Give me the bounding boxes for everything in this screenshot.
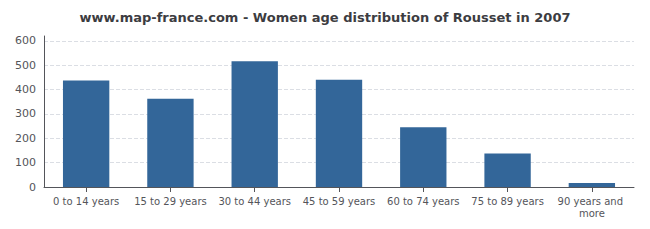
svg-text:0: 0	[29, 181, 36, 194]
svg-text:30 to 44 years: 30 to 44 years	[218, 196, 291, 207]
svg-text:90 years and: 90 years and	[558, 196, 627, 207]
svg-text:600: 600	[15, 34, 36, 47]
svg-text:500: 500	[15, 59, 36, 72]
svg-text:www.map-france.com - Women age: www.map-france.com - Women age distribut…	[80, 10, 571, 25]
svg-text:75 to 89 years: 75 to 89 years	[471, 196, 544, 207]
svg-text:45 to 59 years: 45 to 59 years	[303, 196, 376, 207]
svg-text:15 to 29 years: 15 to 29 years	[134, 196, 207, 207]
svg-text:400: 400	[15, 83, 36, 96]
svg-text:300: 300	[15, 107, 36, 120]
svg-text:200: 200	[15, 132, 36, 145]
svg-text:60 to 74 years: 60 to 74 years	[387, 196, 460, 207]
svg-text:0 to 14 years: 0 to 14 years	[53, 196, 119, 207]
svg-text:100: 100	[15, 156, 36, 169]
svg-text:more: more	[579, 208, 605, 219]
